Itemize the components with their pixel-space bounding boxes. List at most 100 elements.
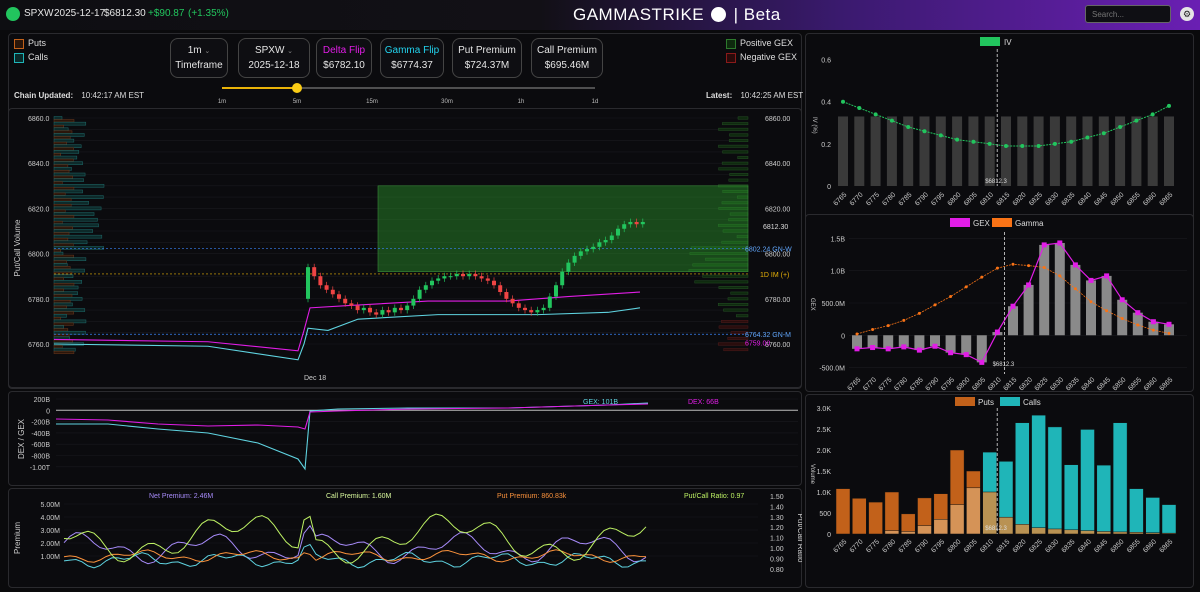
slider-tick-1d[interactable]: 1d [592,99,599,105]
net-premium-line [63,524,647,565]
slider-tick-1m[interactable]: 1m [218,99,226,105]
strike-tick-label: 6840 [1077,191,1093,207]
candle-body [572,255,577,263]
gex-chart[interactable]: GEX Gamma -500.0M 0 500.0M 1.0B 1.5B GEX $6812.3… [805,214,1194,392]
calls-legend-swatch-icon [1000,397,1020,406]
dex-gex-panel [8,391,802,486]
strike-tick-label: 6835 [1061,191,1077,207]
price-chart[interactable]: 6860.0 6840.0 6820.0 6800.0 6780.0 6760.0 6860… [8,108,802,388]
call-volume-bar [53,138,75,143]
premium-y-tick: 4.00M [41,515,61,522]
candle-body [547,296,552,308]
delta-flip-label: Delta Flip [322,45,366,56]
y-tick-label-right: 6840.00 [765,161,790,168]
put-volume-bar [53,328,69,332]
put-volume-bar [53,350,75,354]
legend-positive-gex[interactable]: Positive GEX [726,38,793,49]
gex-point [916,347,922,353]
symbol-select[interactable]: SPXW ⌄ 2025-12-18 [238,38,310,78]
chevron-down-icon: ⌄ [287,48,294,55]
ratio-y-tick: 1.50 [770,494,784,501]
iv-y-tick: 0.2 [821,142,831,149]
candle-body [411,298,416,306]
price-chart-panel [8,108,802,388]
calls-legend-label[interactable]: Calls [1023,398,1041,407]
iv-point [1004,143,1008,148]
puts-legend-label[interactable]: Puts [978,398,994,407]
gex-bar [1039,244,1050,336]
strike-tick-label: 6785 [909,376,925,392]
iv-legend-label[interactable]: IV [1004,38,1012,47]
calls-bar [900,531,916,535]
put-volume-bar [53,283,75,287]
slider-tick-5m[interactable]: 5m [293,99,301,105]
iv-bar [870,116,881,186]
call-volume-bar [53,116,63,120]
status-dot-icon [6,7,20,21]
slider-tick-1h[interactable]: 1h [518,99,525,105]
candle-body [380,310,385,315]
iv-y-tick: 0.6 [821,58,831,65]
iv-point [1134,118,1139,123]
iv-point [841,99,845,104]
gex-bar [930,335,940,347]
puts-bar [998,516,1014,535]
candle-body [349,303,354,306]
dex-gex-chart[interactable]: 200B 0 -200B -400B -600B -800B -1.00T DEX / GEX… [8,391,802,486]
strike-tick-label: 6830 [1044,538,1060,554]
strike-tick-label: 6860 [1142,191,1158,207]
gex-profile-bar [727,297,749,301]
put-premium-line [63,549,647,563]
strike-tick-label: 6855 [1127,376,1143,392]
puts-bar [1047,528,1063,535]
gex-bar [1148,321,1159,336]
legend-negative-gex[interactable]: Negative GEX [726,52,797,63]
call-volume-bar [53,330,86,335]
put-volume-bar [53,147,74,151]
legend-calls[interactable]: Calls [14,52,48,63]
volume-chart[interactable]: Puts Calls 0 500 1.0K 1.5K 2.0K 2.5K 3.0K Volume $… [805,394,1194,588]
y-tick-label-right: 6800.00 [765,252,790,259]
legend-puts[interactable]: Puts [14,38,46,49]
premium-y-tick: 3.00M [41,528,61,535]
dex-y-tick: -1.00T [30,465,51,472]
ratio-y-tick: 0.90 [770,556,784,563]
call-volume-bar [53,251,64,256]
iv-point [857,106,862,111]
gamma-point [964,285,968,289]
candle-body [374,312,379,315]
slider-tick-30m[interactable]: 30m [441,99,453,105]
gex-line [56,402,649,471]
candle-body [510,298,515,304]
premium-chart[interactable]: 5.00M 4.00M 3.00M 2.00M 1.00M 1.50 1.40 1.30 1.2… [8,488,802,588]
call-volume-bar [53,234,103,239]
put-volume-bar [53,322,74,326]
legend-negative-label: Negative GEX [740,52,798,62]
puts-bar [835,488,851,535]
pc-ratio-label: Put/Call Ratio: 0.97 [684,493,744,500]
gamma-point [855,332,859,336]
gamma-legend-label[interactable]: Gamma [1015,219,1044,228]
slider-tick-15m[interactable]: 15m [366,99,378,105]
iv-bar [952,116,963,186]
put-volume-bar [53,300,71,304]
slider-thumb[interactable] [292,83,302,93]
gex-point [854,346,860,352]
gex-legend-label[interactable]: GEX [973,219,991,228]
call-volume-bar [53,161,83,165]
settings-icon[interactable]: ⚙ [1180,7,1194,21]
calls-bar [1161,504,1177,535]
timeframe-slider[interactable]: 1m 5m 15m 30m 1h 1d [210,80,610,108]
gex-bar [867,335,878,348]
call-premium-label: Call Premium [536,45,597,56]
search-input[interactable] [1085,5,1171,23]
timeframe-select[interactable]: 1m ⌄ Timeframe [170,38,228,78]
y-tick-label-right: 6780.00 [765,297,790,304]
call-premium-label: Call Premium: 1.60M [326,493,392,500]
gex-profile-bar [721,161,749,165]
gex-profile-bar [702,274,749,278]
price-tag: 6812.30 [763,224,788,231]
gex-point [901,344,907,350]
strike-tick-label: 6805 [963,538,979,554]
